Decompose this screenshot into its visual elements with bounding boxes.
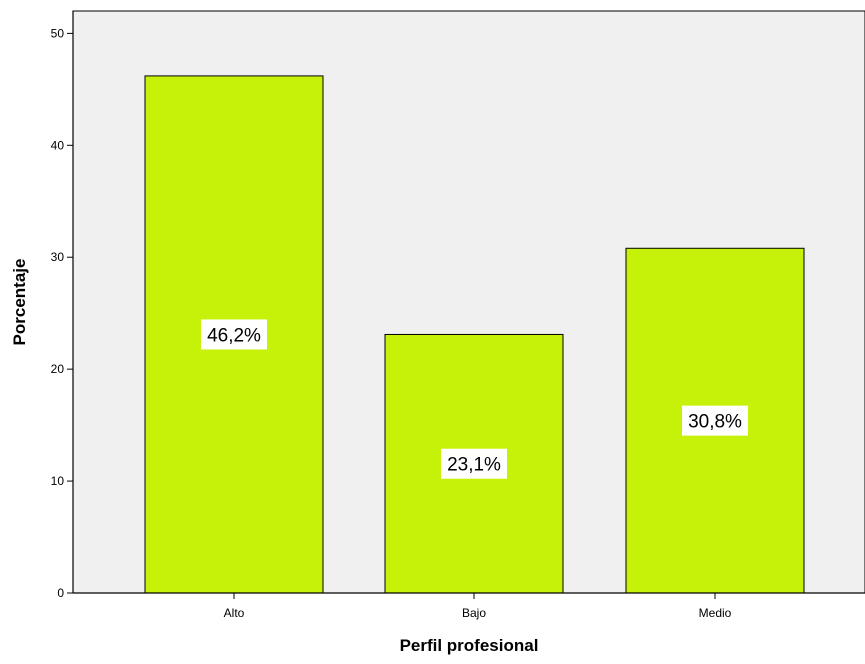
x-tick-label: Medio bbox=[699, 606, 732, 620]
data-label-box bbox=[682, 405, 748, 436]
y-axis-ticks: 0 10 20 30 40 50 bbox=[51, 26, 73, 600]
y-tick-label: 0 bbox=[57, 586, 64, 600]
y-axis-title: Porcentaje bbox=[10, 259, 29, 346]
x-axis-ticks: Alto Bajo Medio bbox=[224, 593, 732, 620]
y-tick-label: 50 bbox=[51, 26, 65, 40]
y-tick-label: 30 bbox=[51, 250, 65, 264]
y-tick-label: 10 bbox=[51, 474, 65, 488]
bars: 46,2% 23,1% 30,8% bbox=[144, 75, 805, 594]
x-tick-label: Alto bbox=[224, 606, 245, 620]
x-axis-title: Perfil profesional bbox=[400, 636, 539, 655]
x-tick-label: Bajo bbox=[462, 606, 486, 620]
data-label-box bbox=[441, 448, 507, 479]
data-label-box bbox=[201, 319, 267, 350]
data-label: 23,1% bbox=[447, 455, 501, 476]
data-label: 46,2% bbox=[207, 325, 261, 346]
y-tick-label: 40 bbox=[51, 138, 65, 152]
data-label: 30,8% bbox=[688, 412, 742, 433]
y-tick-label: 20 bbox=[51, 362, 65, 376]
